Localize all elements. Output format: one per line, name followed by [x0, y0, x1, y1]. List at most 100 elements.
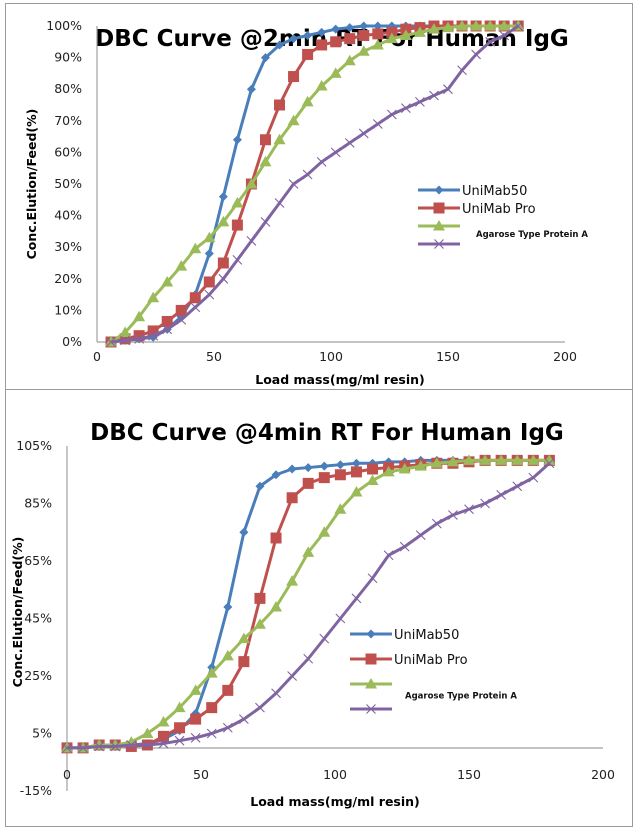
data-point-triangle — [315, 80, 328, 91]
legend-item: UniMab50 — [350, 628, 459, 643]
data-point-triangle — [329, 67, 342, 78]
legend-item — [418, 220, 460, 231]
data-point-x — [383, 550, 394, 561]
data-point-triangle — [161, 275, 174, 287]
data-point-triangle — [357, 45, 370, 56]
data-point-triangle — [414, 460, 427, 471]
data-point-diamond — [204, 249, 214, 259]
y-tick-label: 40% — [54, 208, 82, 223]
data-point-square — [334, 469, 346, 481]
data-point-diamond — [218, 192, 228, 202]
data-point-triangle — [484, 20, 497, 31]
series-line — [67, 462, 551, 750]
data-point-x — [335, 613, 346, 624]
data-point-square — [433, 202, 445, 214]
y-tick-label: 30% — [54, 239, 82, 254]
data-point-triangle — [205, 667, 218, 678]
data-point-x — [162, 324, 173, 335]
data-point-x — [110, 741, 121, 752]
chart-4min: DBC Curve @4min RT For Human IgG Load ma… — [10, 420, 615, 809]
data-point-x — [512, 481, 523, 492]
data-point-square — [286, 492, 298, 504]
data-point-diamond — [331, 24, 341, 34]
data-point-x — [260, 217, 271, 227]
data-point-triangle — [175, 260, 188, 271]
data-point-triangle — [350, 486, 363, 497]
data-point-x — [464, 504, 474, 515]
data-point-square — [302, 48, 314, 60]
series-line — [67, 458, 550, 750]
data-point-triangle — [173, 701, 186, 713]
y-tick-label: 25% — [24, 668, 52, 683]
y-tick-label: 90% — [54, 50, 82, 65]
data-point-x — [106, 337, 116, 347]
data-point-x — [528, 472, 539, 483]
series-agarose-type-protein-a — [106, 21, 524, 347]
y-tick-label: -15% — [20, 783, 52, 798]
data-point-square — [365, 653, 377, 665]
data-point-triangle — [217, 215, 230, 227]
data-point-triangle — [259, 155, 272, 167]
data-point-diamond — [434, 185, 444, 195]
data-point-x — [246, 235, 257, 246]
data-point-diamond — [275, 40, 285, 50]
y-tick-label: 85% — [24, 496, 52, 511]
x-tick-label: 200 — [553, 349, 577, 364]
data-point-diamond — [319, 461, 329, 471]
data-point-x — [158, 738, 169, 749]
data-point-diamond — [345, 23, 355, 33]
data-point-x — [126, 740, 137, 750]
data-point-triangle — [318, 526, 331, 537]
data-point-square — [259, 134, 271, 146]
data-point-square — [157, 730, 169, 742]
data-point-triangle — [253, 618, 266, 629]
data-point-triangle — [442, 21, 454, 33]
y-tick-label: 105% — [16, 438, 52, 453]
data-point-triangle — [371, 38, 384, 50]
data-point-x — [431, 518, 442, 529]
data-point-triangle — [427, 23, 440, 34]
data-point-triangle — [147, 291, 160, 303]
data-point-x — [330, 147, 341, 158]
data-point-square — [147, 325, 159, 337]
data-point-triangle — [456, 20, 469, 31]
data-point-x — [399, 541, 410, 552]
data-point-x — [415, 96, 425, 107]
data-point-diamond — [289, 34, 299, 44]
data-point-x — [274, 198, 285, 208]
data-point-diamond — [223, 602, 233, 612]
x-tick-label: 0 — [93, 349, 101, 364]
data-point-square — [302, 477, 314, 489]
data-point-diamond — [335, 460, 345, 470]
data-point-square — [350, 466, 362, 478]
data-point-x — [218, 273, 229, 284]
data-point-diamond — [232, 135, 242, 145]
legend-label: Agarose Type Protein A — [405, 691, 517, 701]
y-tick-label: 0% — [62, 334, 82, 349]
data-point-diamond — [271, 470, 281, 480]
data-point-triangle — [189, 684, 202, 695]
data-point-triangle — [245, 178, 258, 189]
data-point-square — [189, 292, 201, 304]
data-point-triangle — [301, 95, 314, 107]
data-point-x — [448, 510, 458, 520]
data-point-square — [203, 276, 215, 288]
data-point-x — [174, 735, 185, 746]
data-point-x — [471, 49, 481, 60]
data-point-x — [496, 489, 507, 500]
data-point-triangle — [399, 29, 412, 40]
data-point-x — [344, 138, 355, 148]
y-tick-label: 60% — [54, 144, 82, 159]
data-point-triangle — [343, 54, 356, 66]
y-axis-label: Conc.Elution/Feed(%) — [24, 109, 39, 260]
data-point-x — [415, 530, 426, 541]
legend-item: UniMab50 — [418, 184, 527, 199]
series-line — [110, 24, 520, 344]
data-point-x — [238, 714, 249, 725]
chart-panel-2min — [5, 3, 633, 391]
data-point-diamond — [260, 53, 270, 63]
data-point-x — [480, 498, 490, 509]
data-point-x — [434, 239, 444, 249]
data-point-triangle — [286, 575, 299, 586]
series-line — [110, 24, 519, 344]
